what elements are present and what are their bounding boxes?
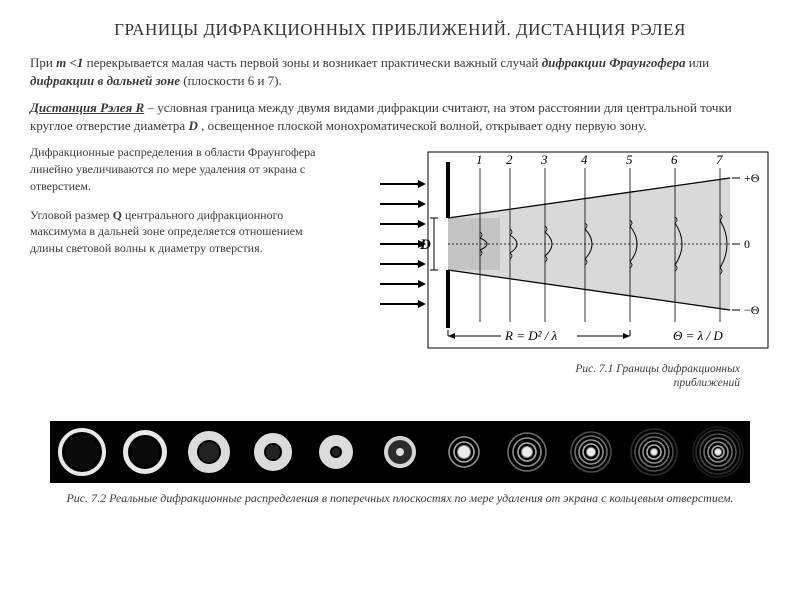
svg-text:R = D² / λ: R = D² / λ — [504, 328, 558, 343]
p1-mid1: перекрывается малая часть первой зоны и … — [83, 55, 541, 70]
p2-D: D — [188, 118, 197, 133]
svg-text:2: 2 — [506, 152, 513, 167]
svg-text:D: D — [419, 237, 431, 253]
diffraction-diagram: D 1 2 3 4 5 6 7 +Θ 0 −Θ R = D² / λ Θ = λ / D — [370, 144, 770, 354]
svg-text:−Θ: −Θ — [744, 303, 760, 317]
left-column-text: Дифракционные распределения в области Фр… — [30, 144, 330, 269]
p1-farzone: дифракции в дальней зоне — [30, 73, 180, 88]
svg-text:6: 6 — [671, 152, 678, 167]
fig71-a: Рис. 7.1 Границы дифракционных — [575, 363, 740, 375]
figure-7-2-caption: Рис. 7.2 Реальные дифракционные распреде… — [50, 491, 750, 506]
left-p2-a: Угловой размер — [30, 208, 113, 222]
svg-text:+Θ: +Θ — [744, 171, 760, 185]
svg-text:7: 7 — [716, 152, 723, 167]
diffraction-pattern-1 — [53, 423, 111, 481]
diffraction-pattern-11 — [689, 423, 747, 481]
paragraph-2: Дистанция Рэлея R – условная граница меж… — [30, 99, 770, 134]
svg-text:3: 3 — [540, 152, 548, 167]
p1-post: (плоскости 6 и 7). — [180, 73, 282, 88]
left-p2: Угловой размер Q центрального дифракцион… — [30, 207, 330, 257]
diffraction-pattern-10 — [625, 423, 683, 481]
diffraction-pattern-5 — [307, 423, 365, 481]
p2-rayleigh: Дистанция Рэлея R — [30, 100, 144, 115]
diffraction-pattern-9 — [562, 423, 620, 481]
svg-text:5: 5 — [626, 152, 633, 167]
left-p2-Q: Q — [113, 208, 122, 222]
figure-7-1-caption: Рис. 7.1 Границы дифракционных приближен… — [346, 363, 770, 391]
diffraction-pattern-8 — [498, 423, 556, 481]
p2-rest2: , освещенное плоской монохроматической в… — [198, 118, 647, 133]
diffraction-pattern-strip — [50, 421, 750, 483]
diffraction-pattern-2 — [116, 423, 174, 481]
diffraction-pattern-7 — [435, 423, 493, 481]
p1-fraun: дифракции Фраунгофера — [542, 55, 686, 70]
svg-text:Θ = λ / D: Θ = λ / D — [673, 328, 723, 343]
svg-text:4: 4 — [581, 152, 588, 167]
page-title: ГРАНИЦЫ ДИФРАКЦИОННЫХ ПРИБЛИЖЕНИЙ. ДИСТА… — [30, 20, 770, 40]
fig71-b: приближений — [674, 377, 740, 389]
p1-mid2: или — [685, 55, 709, 70]
paragraph-1: При m <1 перекрывается малая часть перво… — [30, 54, 770, 89]
left-p1: Дифракционные распределения в области Фр… — [30, 144, 330, 194]
diffraction-pattern-6 — [371, 423, 429, 481]
diffraction-pattern-3 — [180, 423, 238, 481]
svg-text:1: 1 — [476, 152, 483, 167]
p1-m: m <1 — [56, 55, 83, 70]
p1-pre: При — [30, 55, 56, 70]
svg-text:0: 0 — [744, 237, 750, 251]
diffraction-pattern-4 — [244, 423, 302, 481]
